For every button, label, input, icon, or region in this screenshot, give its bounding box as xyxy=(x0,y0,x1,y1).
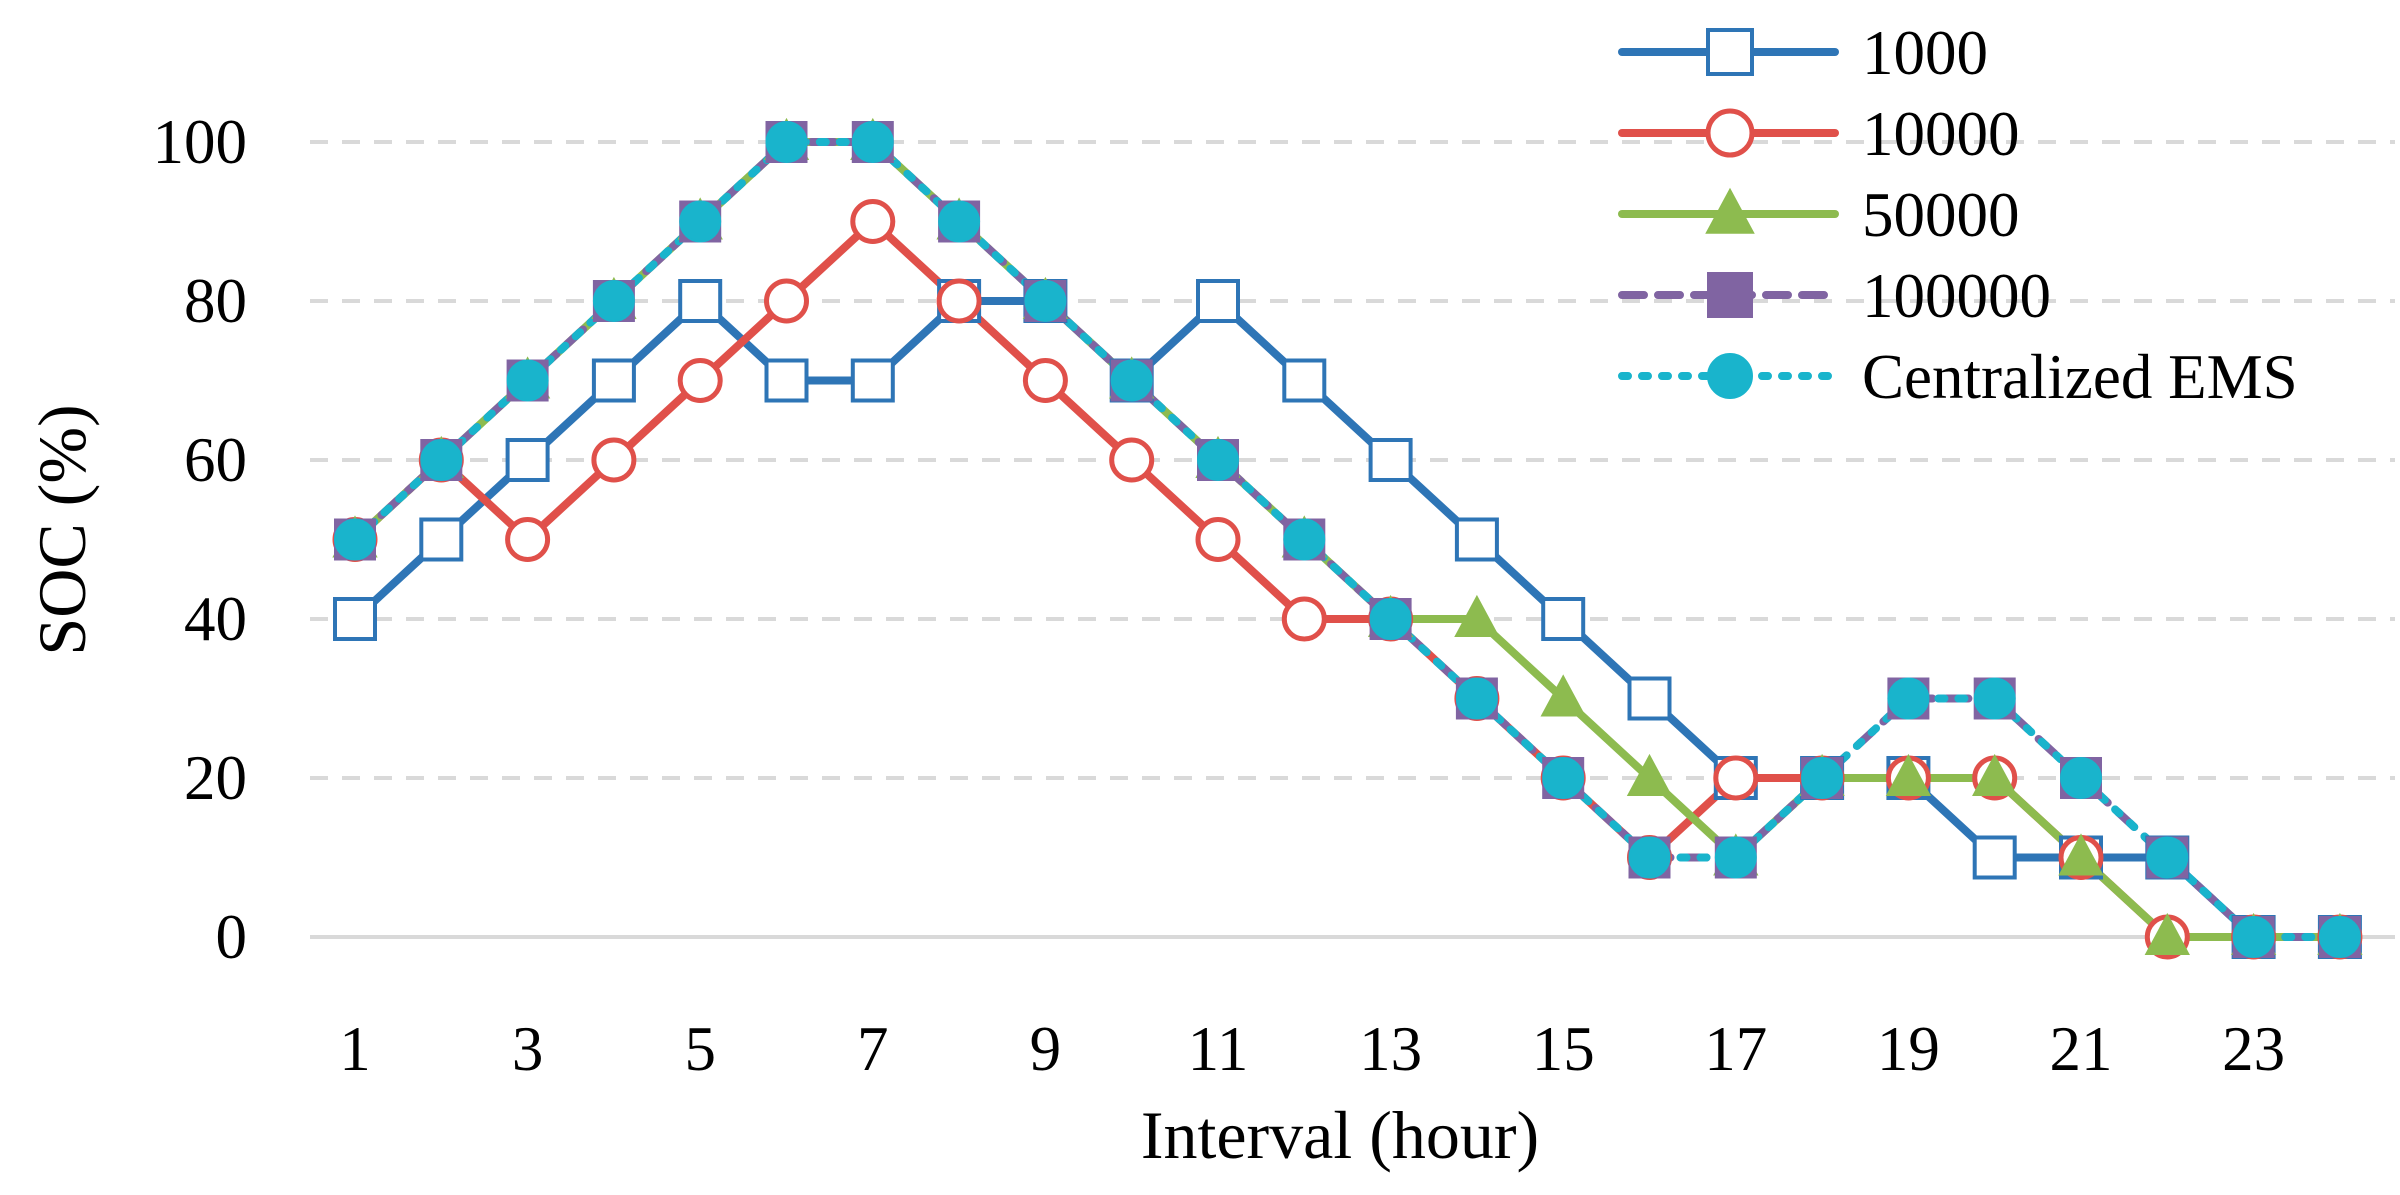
data-point-marker xyxy=(1706,28,1754,76)
gridlines xyxy=(310,140,2395,939)
series-lines xyxy=(332,117,2363,960)
data-point-marker xyxy=(850,358,895,403)
data-point-marker xyxy=(1973,677,2016,720)
data-point-marker xyxy=(938,200,981,243)
data-point-marker xyxy=(850,199,896,244)
data-point-marker xyxy=(420,439,463,481)
data-point-marker xyxy=(334,518,376,561)
data-point-marker xyxy=(1626,753,1673,796)
data-point-marker xyxy=(1024,280,1067,322)
data-point-marker xyxy=(1972,753,2018,796)
x-axis-title: Interval (hour) xyxy=(1141,1097,1539,1173)
data-point-marker xyxy=(1972,835,2017,880)
legend-label: 10000 xyxy=(1862,99,2020,169)
y-tick-label: 40 xyxy=(184,584,247,654)
data-point-marker xyxy=(1283,518,1326,561)
data-point-marker xyxy=(851,121,894,163)
data-point-marker xyxy=(2144,912,2190,955)
legend-label: Centralized EMS xyxy=(1862,342,2298,412)
data-point-marker xyxy=(2318,916,2361,958)
data-point-marker xyxy=(679,200,722,243)
data-point-marker xyxy=(592,280,635,322)
data-point-marker xyxy=(677,358,723,403)
data-point-marker xyxy=(591,437,637,483)
data-point-marker xyxy=(1540,674,1586,717)
data-point-marker xyxy=(333,597,377,641)
x-tick-label: 17 xyxy=(1704,1014,1767,1084)
data-point-marker xyxy=(765,121,808,163)
data-point-marker xyxy=(1368,438,1413,482)
series-markers xyxy=(334,121,2361,958)
data-point-marker xyxy=(2060,757,2102,799)
data-point-marker xyxy=(1455,677,1498,720)
data-point-marker xyxy=(764,358,809,403)
x-tick-label: 5 xyxy=(684,1014,716,1084)
data-point-marker xyxy=(1454,517,1499,562)
data-point-marker xyxy=(1110,359,1153,402)
x-tick-label: 13 xyxy=(1359,1014,1422,1084)
y-tick-label: 60 xyxy=(184,425,247,495)
data-point-marker xyxy=(1628,836,1671,879)
legend: 1000 10000 50000 100000 Centralized EMS xyxy=(1618,18,2298,412)
data-point-marker xyxy=(1885,753,1932,796)
x-tick-label: 9 xyxy=(1030,1014,1062,1084)
data-point-marker xyxy=(1196,279,1240,323)
data-point-marker xyxy=(2146,836,2189,879)
data-point-marker xyxy=(505,517,551,562)
data-point-marker xyxy=(1714,836,1757,879)
legend-label: 50000 xyxy=(1862,180,2020,250)
data-point-marker xyxy=(1627,676,1672,721)
legend-label: 100000 xyxy=(1862,261,2051,331)
data-point-marker xyxy=(1801,757,1844,799)
data-point-marker xyxy=(419,517,464,562)
data-point-marker xyxy=(1109,437,1155,483)
data-point-marker xyxy=(936,278,982,324)
data-point-marker xyxy=(1713,755,1759,801)
data-point-marker xyxy=(1541,597,1586,641)
y-tick-label: 100 xyxy=(153,107,248,177)
y-tick-label: 20 xyxy=(184,743,247,813)
data-point-marker xyxy=(1705,187,1755,234)
y-tick-label: 80 xyxy=(184,266,247,336)
x-tick-label: 23 xyxy=(2222,1014,2285,1084)
data-point-marker xyxy=(1705,108,1755,158)
data-point-marker xyxy=(1707,353,1753,399)
data-point-marker xyxy=(1197,439,1239,481)
data-point-marker xyxy=(1195,517,1241,562)
data-point-marker xyxy=(1282,358,1327,403)
data-point-marker xyxy=(2058,833,2104,876)
data-point-marker xyxy=(1454,594,1500,637)
x-tick-label: 15 xyxy=(1532,1014,1595,1084)
x-tick-label: 19 xyxy=(1877,1014,1940,1084)
x-tick-label: 3 xyxy=(512,1014,544,1084)
legend-label: 1000 xyxy=(1862,18,1988,88)
data-point-marker xyxy=(1281,596,1327,642)
x-tick-label: 7 xyxy=(857,1014,889,1084)
data-point-marker xyxy=(678,279,723,323)
x-tick-label: 21 xyxy=(2050,1014,2113,1084)
data-point-marker xyxy=(1707,272,1753,318)
data-point-marker xyxy=(1542,757,1585,799)
data-point-marker xyxy=(1022,358,1068,403)
data-point-marker xyxy=(2232,916,2275,958)
data-point-marker xyxy=(764,278,809,324)
y-axis-title: SOC (%) xyxy=(24,404,100,655)
series-markers xyxy=(332,117,2363,955)
data-point-marker xyxy=(1369,598,1412,640)
y-tick-label: 0 xyxy=(216,902,248,972)
data-point-marker xyxy=(506,359,549,402)
x-tick-label: 11 xyxy=(1188,1014,1249,1084)
data-point-marker xyxy=(505,438,550,482)
data-point-marker xyxy=(591,358,636,403)
data-point-marker xyxy=(1887,677,1930,720)
x-tick-label: 1 xyxy=(339,1014,371,1084)
